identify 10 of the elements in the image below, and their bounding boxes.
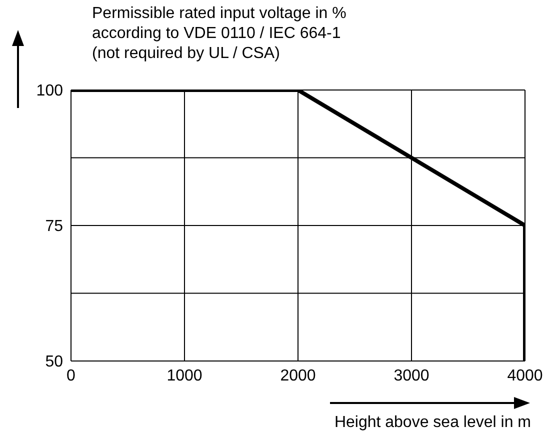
x-tick-label: 2000 xyxy=(280,367,316,384)
x-tick-label: 3000 xyxy=(394,367,430,384)
x-tick-label: 4000 xyxy=(507,367,543,384)
y-tick-label: 50 xyxy=(45,354,64,371)
x-axis-title: Height above sea level in m xyxy=(334,414,531,432)
y-tick-label: 100 xyxy=(36,82,64,100)
chart-title: Permissible rated input voltage in % according to VDE 0110 / IEC 664-1 (not required by UL / CSA) xyxy=(92,4,346,64)
x-tick-label: 1000 xyxy=(166,367,202,384)
x-tick-label: 0 xyxy=(66,367,76,384)
y-tick-label: 75 xyxy=(45,218,64,236)
